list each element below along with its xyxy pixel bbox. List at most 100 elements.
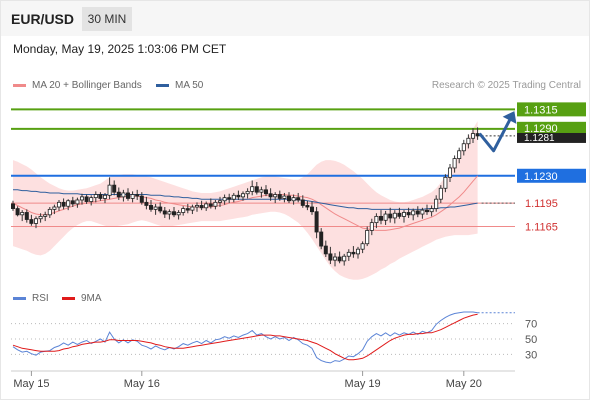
candle-up (217, 200, 222, 203)
ma50-line (13, 189, 478, 210)
candle-up (204, 203, 209, 209)
legend-ma50: MA 50 (156, 80, 203, 91)
candle-up (291, 197, 296, 202)
candle-down (286, 195, 291, 202)
legend-ma50-swatch (156, 83, 169, 87)
candle-up (47, 208, 52, 216)
candle-up (231, 194, 236, 200)
candle-up (360, 243, 365, 250)
candle-up (470, 133, 475, 139)
candle-up (434, 198, 439, 209)
candle-up (121, 192, 126, 198)
candle-down (323, 245, 328, 255)
candle-up (80, 196, 85, 201)
legend-9ma: 9MA (62, 293, 102, 304)
candle-up (429, 208, 434, 213)
candle-down (84, 196, 89, 202)
candle-up (332, 256, 337, 261)
candle-down (15, 208, 20, 216)
chart-datetime: Monday, May 19, 2025 1:03:06 PM CET (13, 42, 227, 56)
candle-up (103, 194, 108, 199)
candle-down (277, 194, 282, 199)
candle-down (116, 191, 121, 198)
candle-up (457, 150, 462, 159)
candle-down (305, 205, 310, 208)
candle-down (227, 197, 232, 200)
legend-9ma-label: 9MA (81, 293, 102, 304)
candle-down (61, 201, 66, 207)
candle-down (126, 192, 131, 199)
candle-up (167, 211, 172, 215)
legend-bollinger: MA 20 + Bollinger Bands (13, 80, 142, 91)
candle-up (181, 208, 186, 213)
candle-up (342, 255, 347, 262)
candle-up (259, 189, 264, 193)
rsi-tick-50: 50 (525, 334, 537, 346)
candle-down (158, 206, 163, 212)
candle-down (300, 199, 305, 206)
candle-down (268, 193, 273, 198)
candle-down (328, 253, 333, 261)
candle-up (245, 190, 250, 195)
level-label-1.1165: 1.1165 (525, 222, 558, 234)
candle-up (374, 215, 379, 224)
candle-up (75, 199, 80, 205)
candle-up (240, 193, 245, 198)
x-tick-label: May 19 (345, 378, 381, 390)
candle-down (309, 206, 314, 213)
legend-rsi-swatch (13, 296, 26, 300)
candle-up (420, 209, 425, 215)
candle-up (20, 212, 25, 216)
candle-up (443, 176, 448, 189)
candle-up (57, 201, 62, 208)
timeframe-button[interactable]: 30 MIN (82, 7, 132, 31)
candle-down (171, 211, 176, 216)
candle-up (176, 212, 181, 216)
candle-up (194, 205, 199, 208)
candle-up (346, 251, 351, 257)
candle-up (369, 222, 374, 231)
level-label-1.1195: 1.1195 (525, 198, 558, 210)
candle-up (66, 200, 71, 207)
candle-down (199, 205, 204, 209)
candle-down (415, 210, 420, 215)
rsi-ma9-line (12, 313, 478, 361)
candle-down (29, 219, 34, 224)
candle-up (452, 158, 457, 169)
credit-text: Research © 2025 Trading Central (431, 80, 581, 91)
level-label-1.1230: 1.1230 (524, 171, 558, 183)
candle-up (282, 195, 287, 199)
candle-down (397, 212, 402, 217)
candle-down (135, 194, 140, 197)
candle-down (236, 194, 241, 198)
candle-up (153, 206, 158, 210)
bollinger-band-fill (13, 121, 478, 280)
current-price-label: 1.1281 (524, 133, 555, 144)
candle-down (139, 195, 144, 203)
x-tick-label: May 16 (124, 378, 160, 390)
candle-up (38, 215, 43, 220)
candle-down (112, 184, 117, 193)
level-tag-1.1230 (517, 168, 586, 183)
candle-down (162, 210, 167, 215)
candle-up (411, 210, 416, 216)
candle-down (263, 189, 268, 195)
candle-up (273, 194, 278, 198)
candle-up (438, 187, 443, 200)
candle-up (89, 197, 94, 202)
candle-up (401, 212, 406, 217)
candle-up (461, 143, 466, 152)
candle-down (296, 197, 301, 201)
candle-up (355, 248, 360, 255)
level-tag-1.1315 (517, 102, 586, 117)
candle-down (378, 215, 383, 221)
candle-up (250, 186, 255, 192)
rsi-tick-30: 30 (525, 349, 537, 361)
candle-up (447, 167, 452, 178)
candle-up (383, 213, 388, 221)
candle-up (130, 194, 135, 199)
candle-up (213, 201, 218, 207)
level-label-overlay: 1.1290 (524, 123, 558, 135)
legend-rsi: RSI (13, 293, 49, 304)
